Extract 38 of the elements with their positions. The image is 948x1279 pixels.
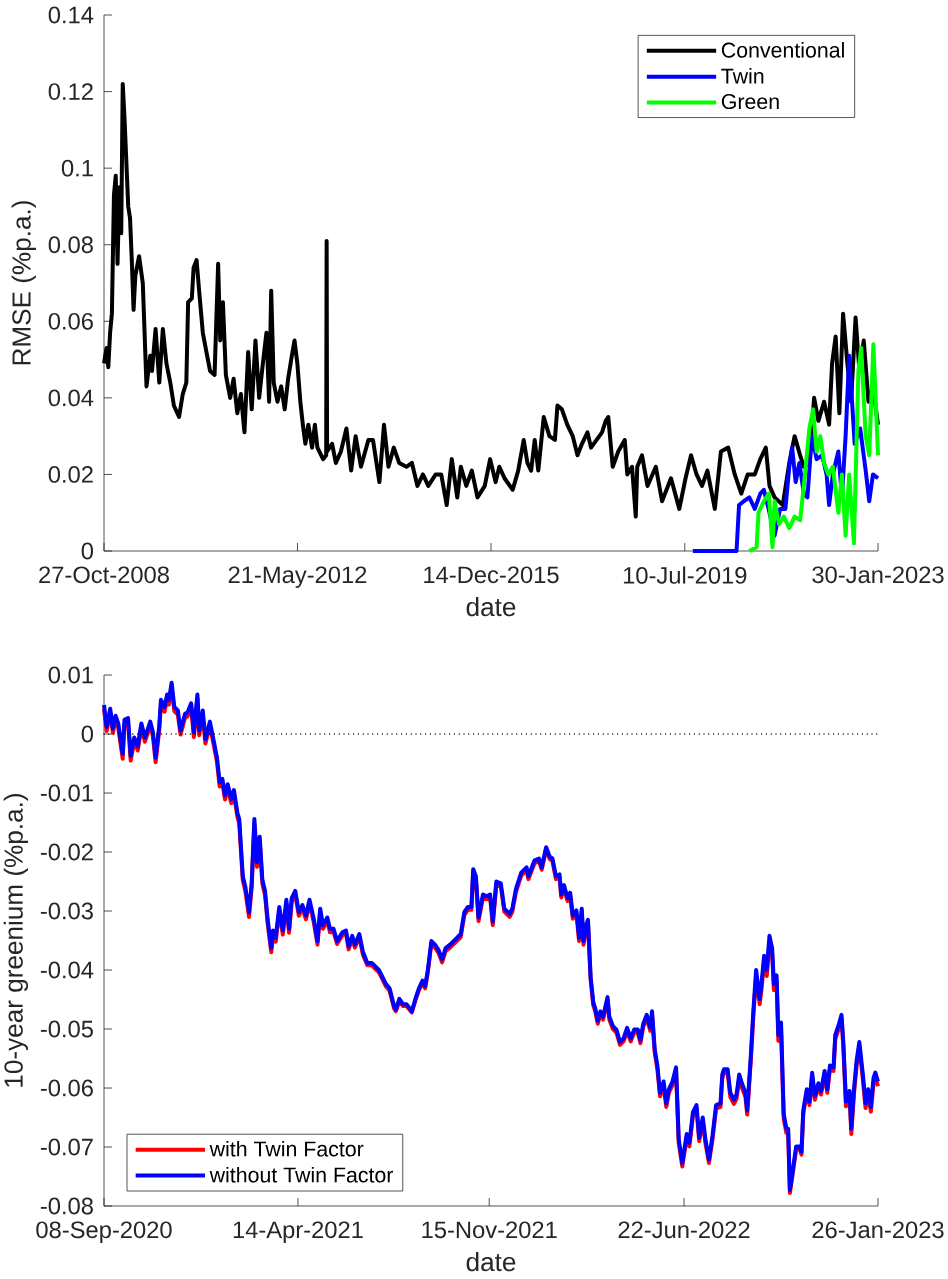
- x-axis-title: date: [466, 1252, 516, 1272]
- legend-label: Conventional: [721, 42, 844, 58]
- legend-label: Twin: [721, 68, 764, 84]
- x-tick-label: 15-Nov-2021: [422, 1221, 557, 1239]
- y-tick-label: -0.03: [40, 902, 93, 920]
- y-tick-label: 0.08: [48, 236, 93, 254]
- legend-label: with Twin Factor: [209, 1140, 364, 1157]
- y-tick-label: 0.14: [48, 6, 94, 24]
- y-tick-label: -0.07: [40, 1138, 93, 1156]
- x-tick-label: 14-Dec-2015: [424, 566, 559, 584]
- y-tick-label: 0.1: [61, 159, 93, 177]
- y-tick-label: 0.01: [48, 666, 93, 684]
- y-tick-label: -0.01: [40, 784, 93, 802]
- y-axis-title: RMSE (%p.a.): [11, 201, 36, 365]
- x-tick-label: 10-Jul-2019: [623, 566, 747, 584]
- x-axis-title: date: [466, 597, 516, 617]
- x-tick-label: 30-Jan-2023: [812, 566, 944, 584]
- x-tick-label: 21-May-2012: [228, 566, 367, 588]
- y-tick-label: -0.05: [40, 1020, 93, 1038]
- y-tick-label: -0.04: [40, 961, 94, 979]
- y-axis-title: 10-year greenium (%p.a.): [3, 794, 29, 1087]
- y-tick-label: 0.02: [48, 466, 93, 483]
- y-tick-label: 0: [81, 542, 94, 560]
- y-tick-label: 0: [81, 725, 94, 743]
- x-tick-label: 27-Oct-2008: [39, 566, 169, 584]
- line-series: [747, 342, 881, 554]
- y-tick-label: 0.12: [48, 83, 93, 100]
- y-tick-label: 0.06: [48, 312, 93, 330]
- x-tick-label: 08-Sep-2020: [36, 1221, 172, 1243]
- x-tick-label: 14-Apr-2021: [233, 1221, 363, 1243]
- y-tick-label: 0.04: [48, 389, 94, 407]
- legend-label: Green: [721, 94, 779, 110]
- y-tick-label: -0.06: [40, 1079, 93, 1097]
- x-tick-label: 26-Jan-2023: [812, 1221, 944, 1239]
- y-tick-label: -0.02: [40, 843, 93, 861]
- legend-label: without Twin Factor: [209, 1166, 394, 1183]
- x-tick-label: 22-Jun-2022: [618, 1221, 750, 1239]
- y-tick-label: -0.08: [40, 1197, 93, 1215]
